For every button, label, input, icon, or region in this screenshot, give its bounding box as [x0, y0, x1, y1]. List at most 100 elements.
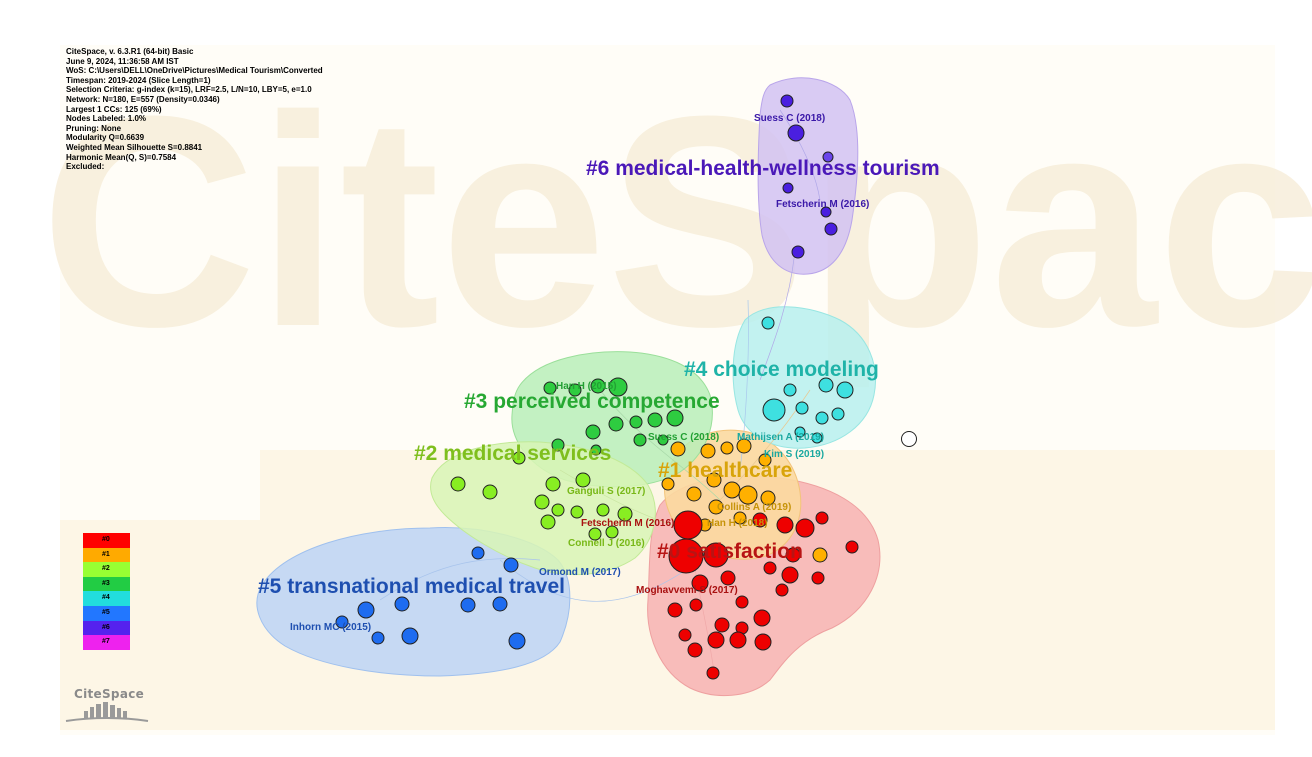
- legend-item-5: #5: [83, 605, 130, 621]
- node-label: Suess C (2018): [648, 432, 719, 443]
- meta-line: Timespan: 2019-2024 (Slice Length=1): [66, 75, 211, 85]
- cluster-label-1: #1 healthcare: [658, 459, 792, 482]
- node: [836, 381, 854, 399]
- link: [499, 559, 701, 602]
- node-label: Collins A (2019): [717, 502, 791, 513]
- node: [687, 642, 703, 658]
- node: [707, 631, 725, 649]
- meta-line: Selection Criteria: g-index (k=15), LRF=…: [66, 85, 312, 95]
- link: [739, 299, 749, 471]
- node: [401, 627, 419, 645]
- meta-line: Nodes Labeled: 1.0%: [66, 114, 147, 124]
- node: [661, 477, 675, 491]
- node: [678, 628, 692, 642]
- node: [617, 506, 633, 522]
- node: [708, 499, 724, 515]
- node: [794, 426, 806, 438]
- node: [512, 451, 526, 465]
- node: [787, 124, 805, 142]
- node: [700, 443, 716, 459]
- node: [668, 538, 704, 574]
- meta-line: Weighted Mean Silhouette S=0.8841: [66, 142, 203, 152]
- node: [540, 514, 556, 530]
- node-label: Connell J (2016): [568, 538, 645, 549]
- node: [758, 453, 772, 467]
- node: [689, 598, 703, 612]
- node: [714, 617, 730, 633]
- node: [588, 527, 602, 541]
- node: [735, 595, 749, 609]
- cluster-hull-5: [256, 527, 571, 677]
- node: [590, 378, 606, 394]
- node-label: Han H (2015): [556, 381, 617, 392]
- node-label: Suess C (2018): [754, 113, 825, 124]
- node: [845, 540, 859, 554]
- node: [691, 574, 709, 592]
- node: [776, 516, 794, 534]
- legend-item-2: #2: [83, 562, 130, 577]
- legend-item-4: #4: [83, 591, 130, 606]
- node: [605, 525, 619, 539]
- node-label: Inhorn MC (2015): [290, 622, 371, 633]
- link: [379, 558, 541, 601]
- node: [570, 505, 584, 519]
- meta-line: Excluded:: [66, 162, 105, 172]
- node: [545, 476, 561, 492]
- node: [783, 383, 797, 397]
- node: [575, 472, 591, 488]
- node: [503, 557, 519, 573]
- node: [736, 438, 752, 454]
- logo-skyline-icon: [65, 702, 149, 722]
- node: [706, 666, 720, 680]
- node: [785, 547, 801, 563]
- node-label: Kim S (2019): [764, 449, 824, 460]
- cluster-label-5: #5 transnational medical travel: [258, 575, 565, 598]
- node: [673, 510, 703, 540]
- link: [599, 389, 721, 501]
- network-nodes: [335, 94, 917, 680]
- node: [815, 511, 829, 525]
- node-label: Fetscherin M (2016): [581, 518, 674, 529]
- node: [754, 633, 772, 651]
- node: [780, 94, 794, 108]
- node: [471, 546, 485, 560]
- node: [357, 601, 375, 619]
- node: [733, 511, 747, 525]
- legend-item-3: #3: [83, 576, 130, 592]
- node: [720, 570, 736, 586]
- node: [666, 409, 684, 427]
- node: [657, 434, 669, 446]
- node-label: Mathijsen A (2019): [737, 432, 824, 443]
- meta-line: Network: N=180, E=557 (Density=0.0346): [66, 94, 220, 104]
- link: [779, 109, 821, 201]
- link: [759, 249, 796, 381]
- node: [815, 411, 829, 425]
- node: [729, 631, 747, 649]
- node: [762, 398, 786, 422]
- node: [608, 377, 628, 397]
- node: [633, 433, 647, 447]
- node: [706, 472, 722, 488]
- legend-item-7: #7: [83, 635, 130, 650]
- cluster-labels: #6 medical-health-wellness tourism #4 ch…: [258, 157, 940, 598]
- node: [585, 424, 601, 440]
- node: [508, 632, 526, 650]
- meta-line: WoS: C:\Users\DELL\OneDrive\Pictures\Med…: [66, 66, 323, 76]
- node: [760, 490, 776, 506]
- node: [534, 494, 550, 510]
- node: [647, 412, 663, 428]
- meta-line: CiteSpace, v. 6.3.R1 (64-bit) Basic: [66, 47, 194, 56]
- meta-line: Modularity Q=0.6639: [66, 133, 145, 143]
- legend-item-1: #1: [83, 547, 130, 563]
- citespace-logo: CiteSpace: [62, 683, 152, 728]
- meta-line: June 9, 2024, 11:36:58 AM IST: [66, 56, 179, 66]
- node: [686, 486, 702, 502]
- node: [811, 432, 823, 444]
- node: [394, 596, 410, 612]
- node: [795, 518, 815, 538]
- cluster-label-6: #6 medical-health-wellness tourism: [586, 157, 940, 180]
- node: [761, 316, 775, 330]
- node: [667, 602, 683, 618]
- network-summary: CiteSpace, v. 6.3.R1 (64-bit) Basic June…: [66, 47, 323, 172]
- node-label: Han H (2018): [707, 518, 768, 529]
